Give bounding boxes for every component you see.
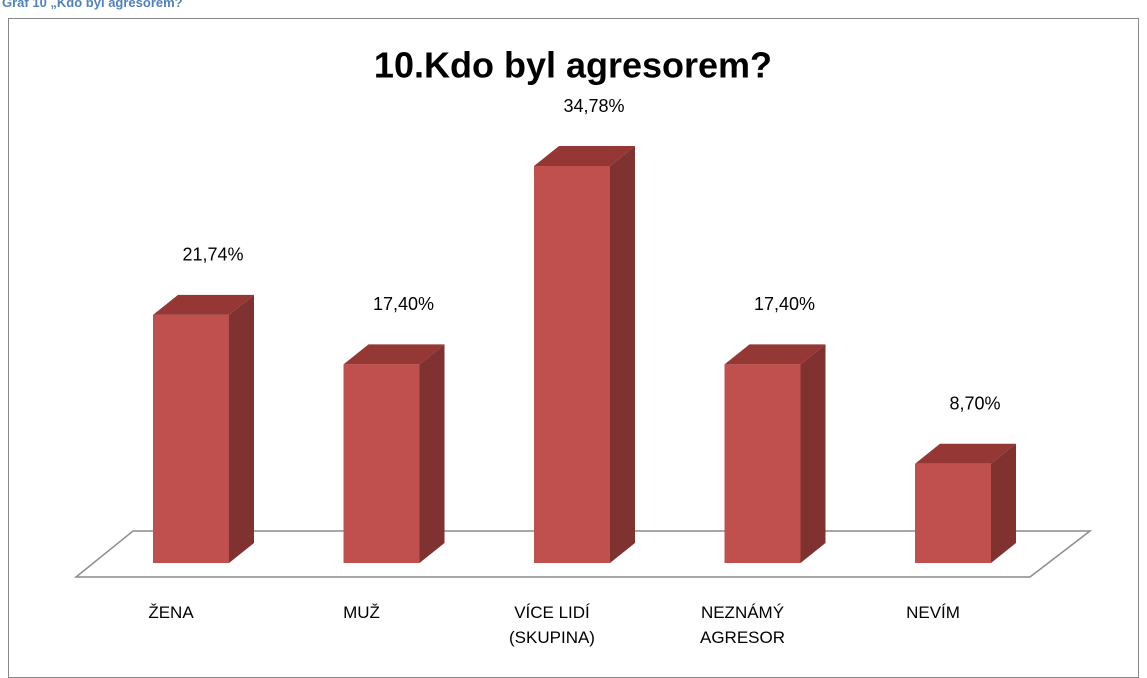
x-tick-label: VÍCE LIDÍ (SKUPINA) [509, 603, 595, 647]
value-label: 17,40% [754, 294, 815, 314]
value-label: 8,70% [949, 393, 1000, 413]
x-tick-label: MUŽ [343, 603, 380, 622]
bar-top [343, 344, 445, 365]
chart-title: 10.Kdo byl agresorem? [374, 45, 772, 86]
bar-side [419, 344, 445, 563]
value-label: 17,40% [373, 294, 434, 314]
value-label: 34,78% [563, 96, 624, 116]
caption: Graf 10 „Kdo byl agresorem? [2, 0, 183, 10]
bar [915, 463, 991, 563]
bar-side [610, 146, 635, 563]
x-tick-label: ŽENA [148, 603, 194, 622]
bar [724, 364, 801, 563]
bar-side [800, 344, 826, 563]
value-label: 21,74% [182, 245, 243, 265]
bar-top [534, 146, 635, 166]
bar [343, 364, 420, 563]
x-tick-label: NEZNÁMÝ AGRESOR [699, 603, 786, 647]
bar [534, 166, 610, 563]
bar-side [991, 443, 1016, 563]
bar-top [724, 344, 826, 365]
bar-top [915, 443, 1016, 464]
x-tick-label: NEVÍM [906, 603, 960, 622]
bar-top [153, 294, 254, 315]
bar [153, 314, 229, 563]
bar-side [229, 294, 254, 563]
